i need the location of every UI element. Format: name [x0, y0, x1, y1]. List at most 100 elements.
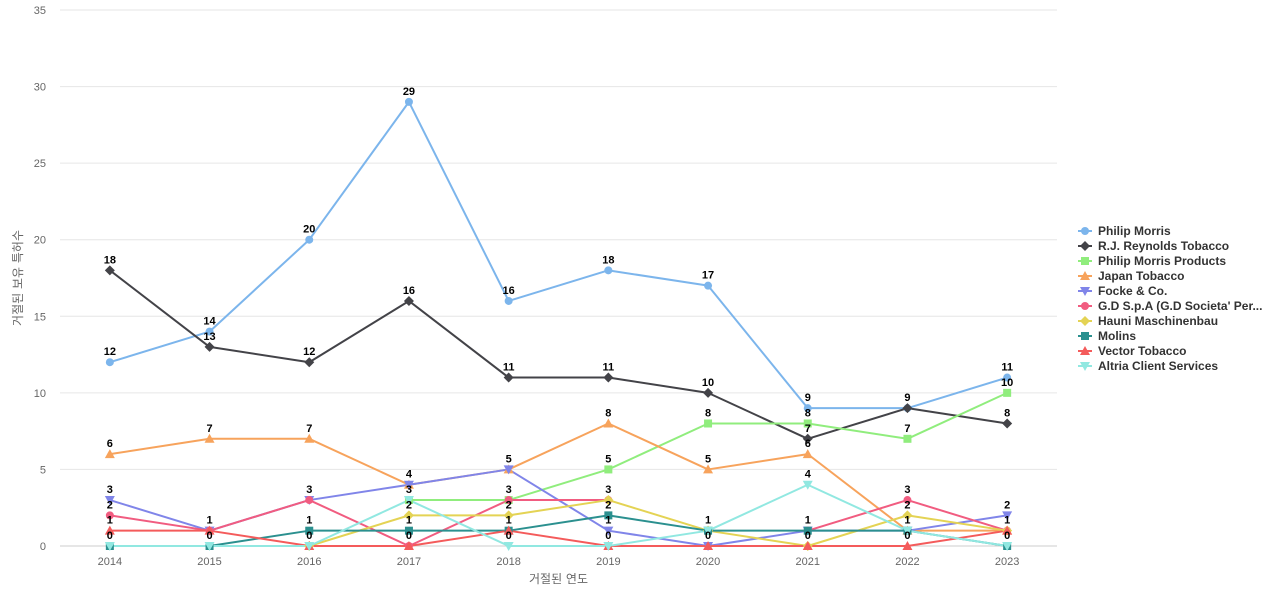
series-line — [108, 100, 1009, 410]
data-label: 0 — [306, 530, 312, 542]
data-point — [404, 526, 413, 535]
data-point — [1002, 542, 1013, 551]
data-point — [305, 526, 314, 535]
legend-label: Hauni Maschinenbau — [1098, 314, 1218, 328]
data-point — [1002, 418, 1013, 429]
series-line — [108, 483, 1009, 547]
data-label: 1 — [705, 515, 711, 527]
data-point — [1003, 373, 1012, 382]
data-label: 9 — [904, 392, 910, 404]
x-tick-label: 2022 — [895, 556, 919, 568]
data-point — [802, 541, 813, 550]
data-point — [503, 542, 514, 551]
data-point — [902, 526, 913, 536]
y-tick-label: 0 — [40, 541, 46, 553]
data-label: 1 — [805, 515, 811, 527]
data-label: 6 — [107, 438, 113, 450]
data-point — [603, 542, 614, 551]
data-point — [504, 496, 513, 505]
data-label: 4 — [805, 469, 812, 481]
data-label: 3 — [107, 484, 113, 496]
data-label: 5 — [705, 453, 711, 465]
data-point — [604, 465, 613, 474]
x-tick-label: 2021 — [796, 556, 820, 568]
data-label: 0 — [705, 530, 711, 542]
data-label: 5 — [605, 453, 611, 465]
data-label: 0 — [506, 530, 512, 542]
data-label: 1 — [406, 515, 412, 527]
data-point — [1002, 511, 1013, 521]
data-label: 3 — [904, 484, 910, 496]
legend-label: Altria Client Services — [1098, 359, 1218, 373]
y-tick-label: 25 — [34, 158, 46, 170]
x-tick-label: 2017 — [397, 556, 421, 568]
data-label: 8 — [805, 407, 811, 419]
legend-item[interactable]: Philip Morris — [1078, 224, 1171, 238]
y-tick-label: 30 — [34, 82, 46, 94]
data-label: 0 — [805, 530, 811, 542]
data-point — [403, 510, 414, 521]
data-label: 16 — [403, 285, 415, 297]
data-point — [603, 526, 614, 536]
data-label: 11 — [1001, 362, 1013, 374]
data-label: 11 — [503, 362, 515, 374]
y-tick-label: 15 — [34, 311, 46, 323]
data-label: 12 — [303, 346, 315, 358]
data-label: 1 — [904, 515, 910, 527]
data-label: 7 — [904, 423, 910, 435]
data-label: 1 — [306, 515, 312, 527]
data-point — [105, 511, 114, 520]
y-tick-label: 35 — [34, 5, 46, 17]
data-label: 0 — [406, 530, 412, 542]
data-label: 0 — [904, 530, 910, 542]
legend-marker — [1080, 316, 1090, 326]
legend-marker — [1081, 227, 1089, 235]
data-point — [204, 525, 215, 535]
data-point — [902, 403, 913, 414]
data-label: 14 — [203, 316, 216, 328]
legend-item[interactable]: Molins — [1078, 329, 1136, 343]
data-point — [903, 434, 912, 443]
legend-item[interactable]: Focke & Co. — [1078, 284, 1167, 298]
data-point — [403, 295, 414, 306]
data-point — [404, 97, 413, 106]
data-point — [704, 419, 713, 428]
data-label: 5 — [506, 453, 512, 465]
legend-label: Vector Tobacco — [1098, 344, 1186, 358]
data-label: 10 — [702, 377, 714, 389]
data-label: 12 — [104, 346, 116, 358]
series-line — [308, 499, 1009, 547]
x-tick-label: 2023 — [995, 556, 1019, 568]
data-label: 16 — [503, 285, 515, 297]
data-label: 17 — [702, 270, 714, 282]
data-point — [104, 449, 115, 459]
data-point — [403, 541, 414, 550]
data-label: 2 — [904, 499, 910, 511]
data-point — [403, 480, 414, 490]
legend-item[interactable]: G.D S.p.A (G.D Societa' Per... — [1078, 299, 1262, 313]
data-label: 8 — [705, 407, 711, 419]
data-point — [703, 464, 714, 474]
data-point — [902, 510, 913, 521]
data-label: 18 — [602, 254, 614, 266]
legend-item[interactable]: Philip Morris Products — [1078, 254, 1226, 268]
legend-item[interactable]: R.J. Reynolds Tobacco — [1078, 239, 1229, 253]
data-label: 0 — [107, 530, 113, 542]
legend-item[interactable]: Altria Client Services — [1078, 359, 1218, 373]
data-point — [604, 511, 613, 520]
legend-item[interactable]: Hauni Maschinenbau — [1078, 314, 1218, 328]
legend-item[interactable]: Vector Tobacco — [1078, 344, 1186, 358]
data-label: 13 — [203, 331, 215, 343]
legend-label: G.D S.p.A (G.D Societa' Per... — [1098, 299, 1262, 313]
data-point — [204, 542, 215, 551]
data-point — [603, 418, 614, 428]
data-point — [604, 266, 613, 275]
data-point — [802, 449, 813, 459]
data-label: 3 — [406, 484, 412, 496]
legend-item[interactable]: Japan Tobacco — [1078, 269, 1184, 283]
data-point — [205, 327, 214, 336]
data-point — [304, 433, 315, 443]
data-labels: 1812632101413710201273102916432101611532… — [104, 86, 1014, 542]
grid-lines — [60, 9, 1057, 547]
